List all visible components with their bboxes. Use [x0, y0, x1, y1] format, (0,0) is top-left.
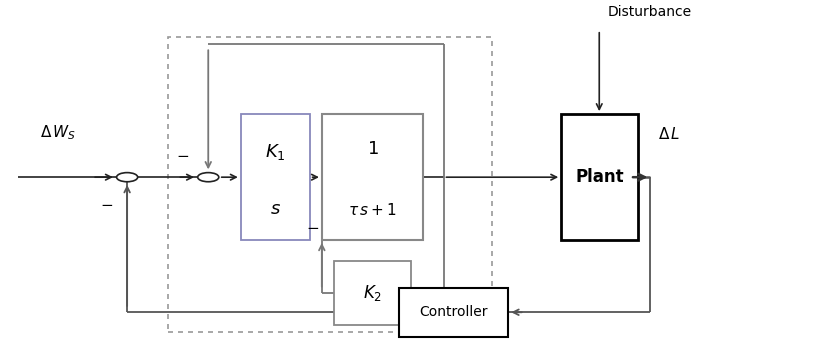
Text: $\tau\,s+1$: $\tau\,s+1$ [348, 202, 396, 218]
Text: $s$: $s$ [269, 200, 281, 218]
Text: $1$: $1$ [366, 141, 379, 158]
Bar [561, 114, 638, 240]
Text: $-$: $-$ [177, 147, 190, 162]
Bar [168, 37, 492, 332]
Text: Plant: Plant [575, 168, 624, 186]
Text: $\Delta\,W_S$: $\Delta\,W_S$ [40, 124, 77, 142]
Text: $\Delta\,L$: $\Delta\,L$ [659, 126, 681, 142]
Text: $K_2$: $K_2$ [363, 283, 382, 303]
Bar [322, 114, 423, 240]
Text: $-$: $-$ [100, 196, 113, 211]
Bar [399, 288, 509, 337]
Text: Controller: Controller [419, 305, 488, 319]
Text: Disturbance: Disturbance [607, 5, 692, 19]
Bar [334, 261, 411, 325]
Text: $-$: $-$ [305, 219, 318, 234]
Bar [241, 114, 309, 240]
Text: $K_1$: $K_1$ [265, 142, 286, 162]
